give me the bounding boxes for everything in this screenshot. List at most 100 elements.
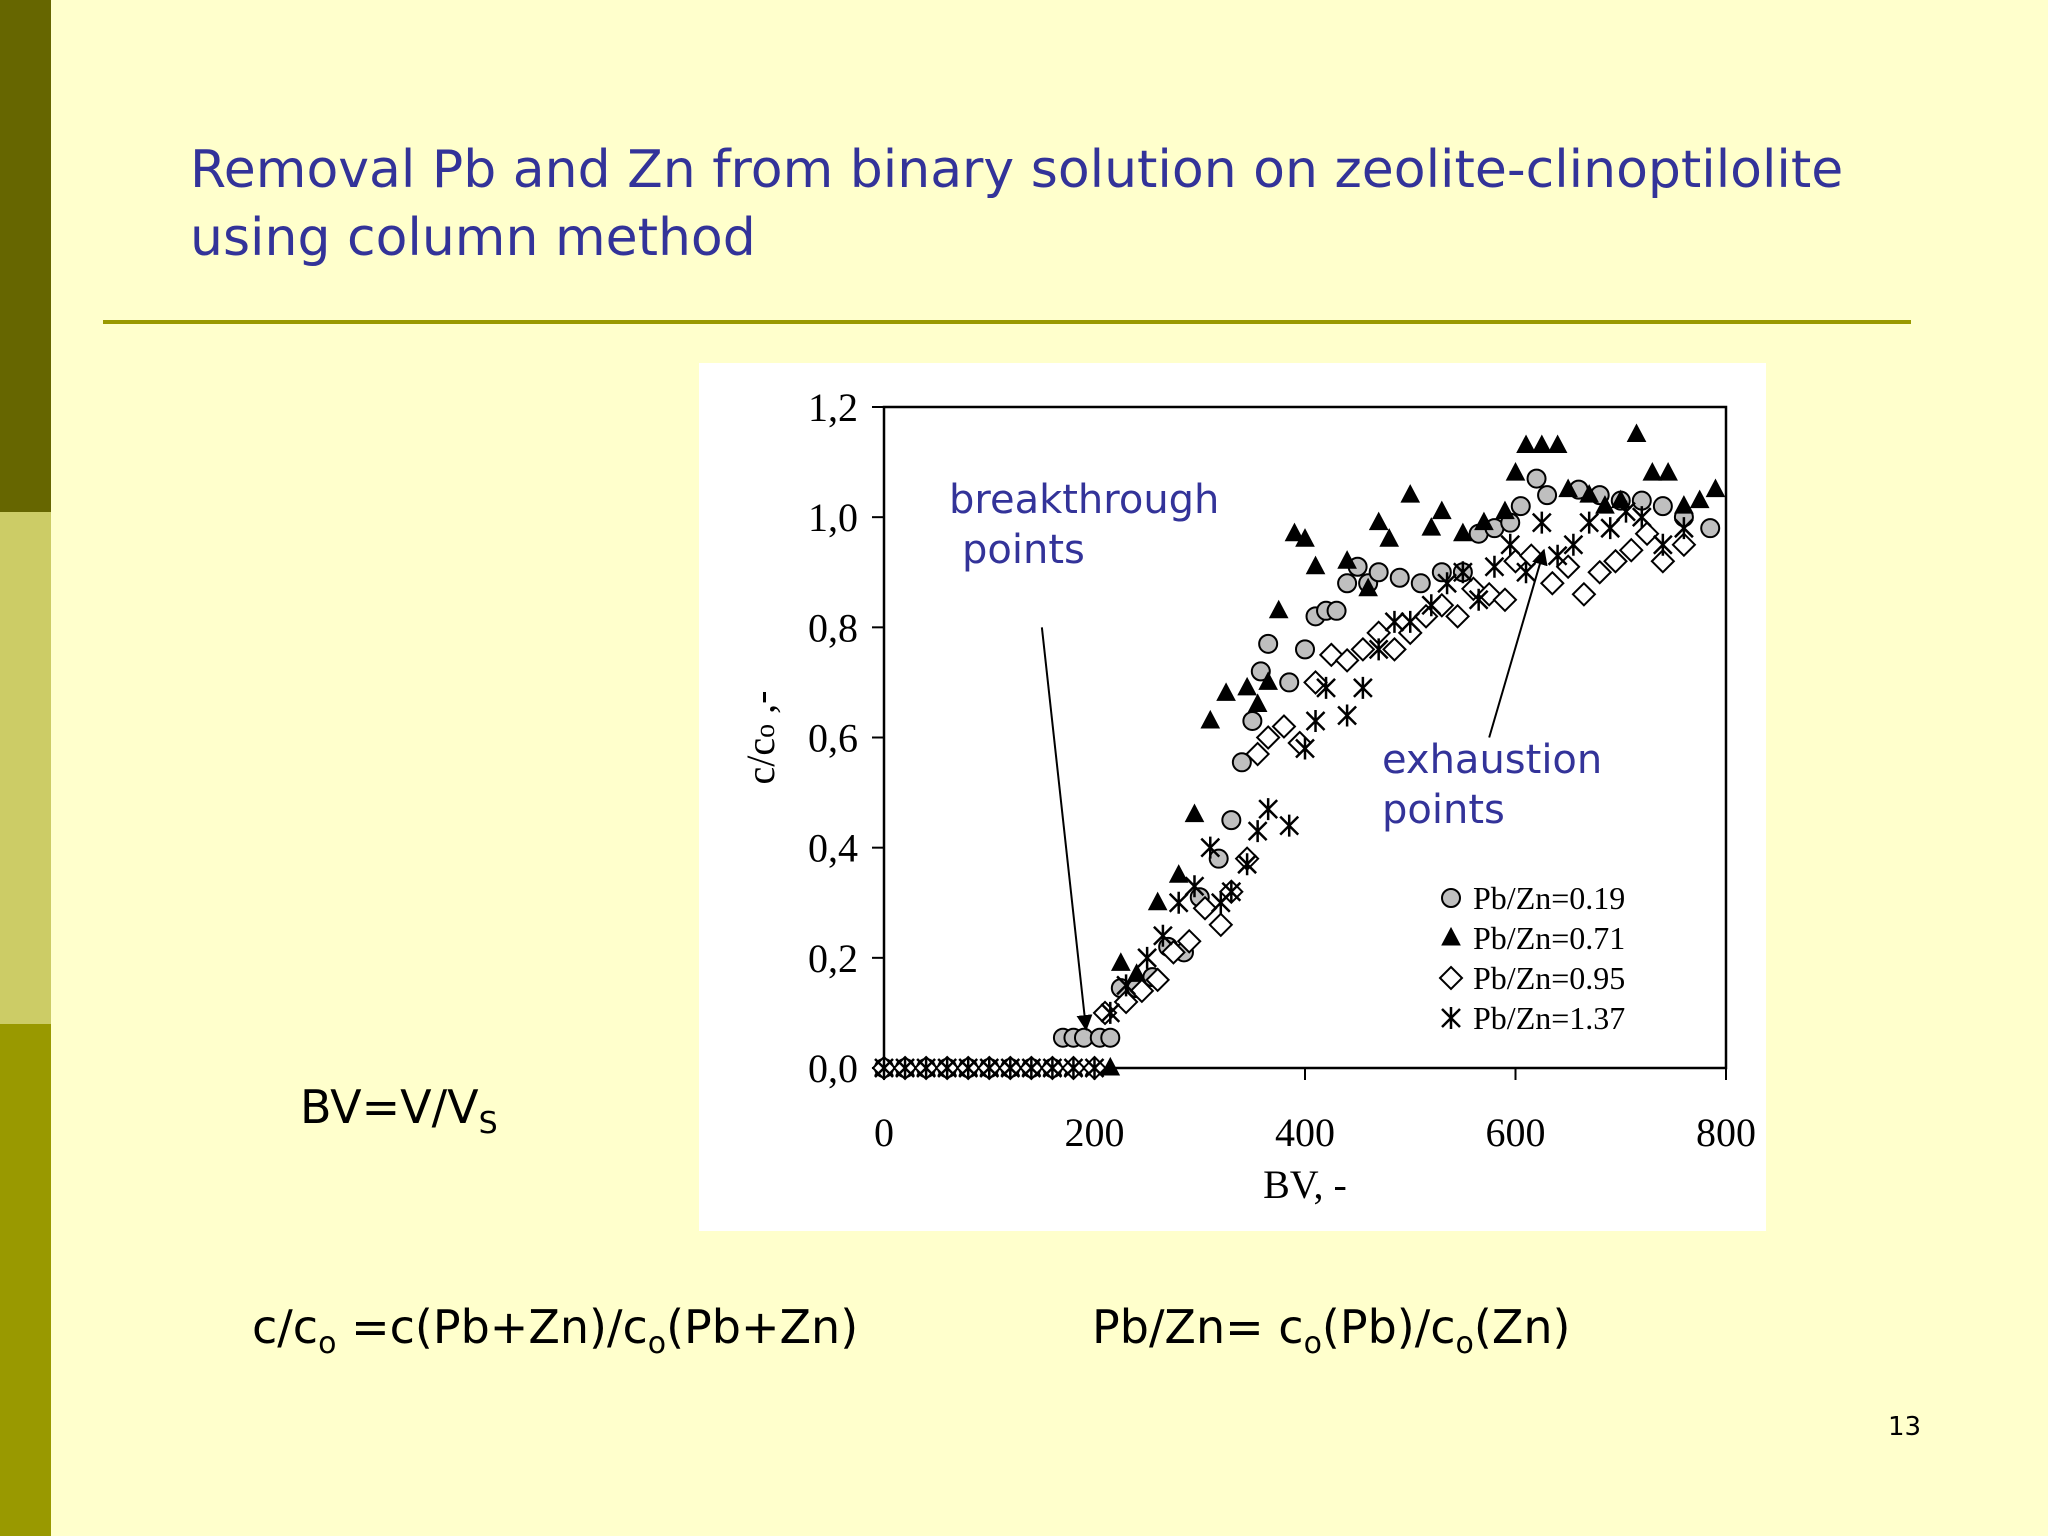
legend-marker-diamond [1438,965,1464,991]
data-point-triangle [1237,676,1257,696]
data-point-star [916,1057,936,1079]
data-point-diamond [1161,939,1186,965]
data-point-circle [1652,496,1673,517]
data-point-triangle [1284,522,1305,542]
left-band-mid [0,1024,51,1536]
formula-pbzn-sub2: o [1455,1326,1474,1361]
y-tick-label: 1,0 [808,495,858,540]
data-point-diamond [1571,581,1597,607]
data-point-star [1353,676,1373,699]
data-point-triangle [1674,495,1694,514]
scatter-chart: 0,0 0,2 0,4 0,6 0,8 1,0 1,2 0 200 400 600 800 BV, - c… [738,385,1756,1207]
chart-panel: 0,0 0,2 0,4 0,6 0,8 1,0 1,2 0 200 400 600 800 BV, - c… [699,363,1766,1231]
title-divider [103,320,1911,324]
data-point-diamond [1303,670,1328,695]
data-point-diamond [1587,559,1613,585]
data-point-triangle [1258,671,1278,690]
data-point-triangle [1558,478,1578,498]
x-tick-label: 0 [874,1110,894,1155]
data-point-star [1437,572,1457,595]
data-point-diamond [1092,1000,1118,1026]
data-point-star [1563,533,1584,556]
formula-bv-sub: S [478,1106,498,1141]
data-point-star [1579,511,1600,534]
data-point-triangle [1216,682,1236,701]
data-point-star [1000,1057,1021,1079]
data-point-diamond [1650,548,1676,574]
data-point-circle [1337,573,1358,594]
data-point-triangle [1305,555,1326,575]
data-point-diamond [1492,587,1518,613]
data-point-diamond [1350,636,1376,662]
data-point-star [874,1057,894,1079]
data-point-triangle [1705,478,1726,498]
data-point-star [1600,517,1621,540]
data-point-star [1200,836,1221,859]
data-point-diamond [1445,603,1471,629]
data-point-circle [1208,848,1229,869]
data-point-circle [1258,633,1279,654]
formula-ratio-part3: (Pb+Zn) [666,1300,859,1354]
data-point-star [1137,946,1158,969]
data-point-circle [1410,573,1431,594]
data-point-diamond [1192,895,1218,921]
data-point-star [895,1057,915,1079]
formula-bv: BV=V/VS [300,1080,498,1141]
slide-title-line2: using column method [190,208,756,268]
data-point-triangle [1184,803,1205,823]
data-point-circle [1368,562,1389,583]
data-point-triangle [1579,484,1600,503]
data-point-circle [1250,661,1271,682]
formula-pbzn-part1: Pb/Zn= c [1092,1300,1304,1354]
data-point-triangle [1495,500,1515,520]
data-point-triangle [1516,434,1536,454]
data-point-star [1531,511,1552,534]
data-point-star [1674,517,1694,540]
data-point-star [1116,974,1136,997]
y-axis-label-main: c/c [738,738,783,785]
data-point-diamond [1113,989,1139,1015]
data-point-diamond [1245,741,1271,767]
y-tick-label: 0,8 [808,605,858,650]
data-point-star [1184,875,1205,898]
data-point-star [979,1057,1000,1079]
data-point-star [1042,1057,1063,1079]
data-point-star [1631,506,1652,529]
data-point-circle [1221,810,1242,831]
left-band-dark [0,0,51,512]
data-point-circle [1389,567,1410,588]
data-point-star [1452,561,1473,584]
data-point-circle [1231,752,1252,773]
data-point-diamond [1334,647,1360,673]
data-point-circle [1537,485,1558,506]
data-point-triangle [1547,434,1568,454]
data-point-diamond [1671,532,1697,558]
x-tick-label: 200 [1065,1110,1125,1155]
y-tick-label: 0,4 [808,826,858,871]
data-point-star [1316,676,1336,699]
data-point-diamond [1618,537,1644,563]
y-tick-label: 0,6 [808,716,858,761]
data-point-star [1247,820,1268,843]
data-point-circle [1526,468,1547,489]
legend-label: Pb/Zn=0.71 [1473,920,1625,956]
data-point-diamond [1208,912,1234,938]
x-tick-label: 400 [1275,1110,1335,1155]
data-point-star [1516,561,1536,584]
data-point-star [1547,544,1568,567]
annotation-exhaustion-line2: points [1382,787,1505,833]
data-point-triangle [1247,693,1268,712]
data-point-circle [1510,496,1531,517]
formula-pb-zn: Pb/Zn= co(Pb)/co(Zn) [1092,1300,1570,1361]
annotation-breakthrough-line1: breakthrough [949,477,1219,523]
annotation-exhaustion-line1: exhaustion [1382,737,1602,783]
data-point-star [1295,737,1315,760]
x-tick-label: 800 [1696,1110,1756,1155]
formula-concentration-ratio: c/co =c(Pb+Zn)/co(Pb+Zn) [252,1300,858,1361]
data-point-triangle [1268,599,1289,619]
data-point-diamond [1603,548,1628,574]
data-point-triangle [1531,434,1552,454]
slide-title: Removal Pb and Zn from binary solution o… [190,136,1890,272]
data-point-diamond [1145,967,1171,993]
data-point-star [1652,533,1673,556]
